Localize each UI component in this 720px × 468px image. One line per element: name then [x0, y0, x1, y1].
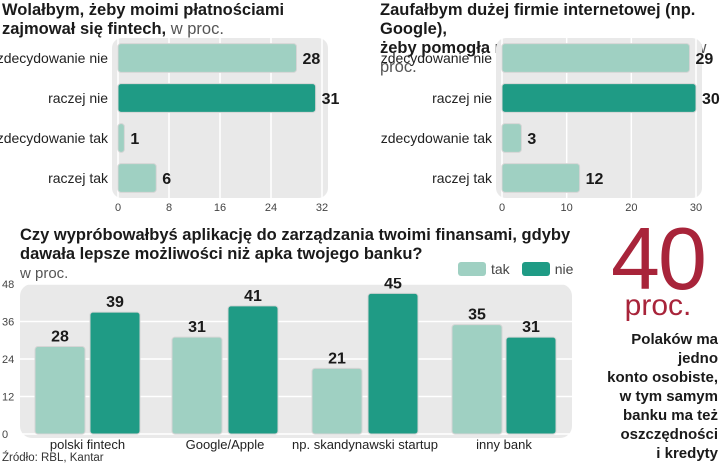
chart2-bar-3 — [501, 163, 581, 193]
chart1-title-line2: zajmował się fintech, — [2, 20, 167, 38]
chart1-value-label-3: 6 — [162, 171, 171, 188]
chart3-value-label-tak-0: 28 — [51, 329, 69, 346]
chart3-value-label-nie-0: 39 — [106, 294, 124, 311]
chart2-bar-2 — [501, 123, 522, 153]
chart3-bar-nie-0 — [89, 311, 141, 435]
stat-line4: banku ma też — [622, 407, 718, 424]
chart3-category-label-1: Google/Apple — [186, 437, 265, 452]
chart2-panel — [496, 38, 702, 198]
chart2-svg: 0 10 20 30 zdecydowanie nie 29 raczej nie 30 zde… — [381, 38, 720, 214]
chart2-tick-label-2: 20 — [625, 202, 637, 214]
chart3-value-label-nie-3: 31 — [522, 319, 540, 336]
chart1-tick-label-1: 8 — [166, 202, 172, 214]
chart2-bar-1 — [501, 83, 697, 113]
chart1-category-label-1: raczej nie — [48, 90, 108, 106]
chart1-tick-label-2: 16 — [214, 202, 226, 214]
chart2-bar-0 — [501, 43, 691, 73]
stat-unit: proc. — [624, 289, 692, 322]
stat-line6: i kredyty — [656, 445, 718, 462]
chart3-bar-nie-2 — [367, 292, 419, 435]
chart3-title-line2: dawała lepsze możliwości niż apka twojeg… — [20, 245, 423, 263]
chart1-tick-label-4: 32 — [316, 202, 328, 214]
chart3-bar-nie-3 — [505, 336, 557, 435]
chart3-bar-nie-1 — [227, 305, 279, 435]
chart3-bar-tak-1 — [171, 336, 223, 435]
chart2-tick-label-3: 30 — [690, 202, 702, 214]
chart3-value-label-tak-3: 35 — [468, 307, 486, 324]
stat-line1: Polaków ma jedno — [631, 331, 718, 367]
legend-swatch-tak — [458, 262, 486, 276]
chart2-tick-label-1: 10 — [561, 202, 573, 214]
chart3-value-label-nie-1: 41 — [244, 288, 262, 305]
chart3-unit: w proc. — [20, 265, 69, 282]
chart1-unit: w proc. — [166, 20, 224, 38]
chart2-value-label-0: 29 — [696, 51, 714, 68]
stat-number: 40 — [611, 209, 707, 308]
legend-label-nie: nie — [554, 261, 574, 277]
stat-description: Polaków ma jedno konto osobiste, w tym s… — [592, 330, 718, 463]
stat-line2: konto osobiste, — [607, 369, 718, 386]
chart1-category-label-3: raczej tak — [48, 170, 109, 186]
chart1-value-label-1: 31 — [322, 91, 340, 108]
chart1-bar-1 — [117, 83, 317, 113]
chart3-category-label-2: np. skandynawski startup — [292, 437, 438, 452]
chart2-tick-label-0: 0 — [499, 202, 505, 214]
chart1-bar-2 — [117, 123, 125, 153]
chart3-panel — [20, 284, 572, 438]
chart1-bar-0 — [117, 43, 297, 73]
chart3-tick-label-2: 24 — [2, 354, 14, 366]
chart2-category-label-3: raczej tak — [432, 170, 493, 186]
chart3-category-label-3: inny bank — [476, 437, 532, 452]
chart1-category-label-0: zdecydowanie nie — [0, 50, 108, 66]
legend-swatch-nie — [521, 262, 550, 276]
chart1-title-line1: Wolałbym, żeby moimi płatnościami — [2, 1, 285, 19]
chart3-legend: tak nie — [458, 261, 573, 277]
legend-label-tak: tak — [491, 261, 510, 277]
chart3-tick-label-0: 0 — [2, 429, 8, 441]
chart3-value-label-tak-1: 31 — [188, 319, 206, 336]
chart2-value-label-2: 3 — [527, 131, 536, 148]
chart2-title-line1: Zaufałbym dużej firmie internetowej (np.… — [380, 1, 696, 38]
chart1-tick-label-0: 0 — [115, 202, 121, 214]
chart1-category-label-2: zdecydowanie tak — [0, 130, 109, 146]
chart3-svg: 0 12 24 36 48 28 39 polski fintech 31 41 Google/Ap… — [2, 278, 572, 452]
chart3-tick-label-3: 36 — [2, 317, 14, 329]
chart3-title: Czy wypróbowałbyś aplikację do zarządzan… — [20, 226, 570, 283]
source-note: Źródło: RBL, Kantar — [2, 452, 104, 464]
chart2-value-label-3: 12 — [586, 171, 604, 188]
chart1-tick-label-3: 24 — [265, 202, 277, 214]
stat-line3: w tym samym — [619, 388, 718, 405]
chart2-category-label-2: zdecydowanie tak — [381, 130, 493, 146]
chart2-category-label-0: zdecydowanie nie — [381, 50, 493, 66]
chart3-category-label-0: polski fintech — [50, 437, 125, 452]
chart3-tick-label-1: 12 — [2, 392, 14, 404]
chart3-tick-label-4: 48 — [2, 279, 14, 291]
chart3-bar-tak-3 — [451, 324, 503, 435]
chart3-title-line1: Czy wypróbowałbyś aplikację do zarządzan… — [20, 226, 571, 244]
chart3-bar-tak-0 — [34, 346, 86, 435]
chart3-bar-tak-2 — [311, 367, 363, 435]
chart2-value-label-1: 30 — [702, 91, 720, 108]
chart1-title: Wolałbym, żeby moimi płatnościami zajmow… — [2, 1, 284, 39]
chart1-value-label-2: 1 — [130, 131, 139, 148]
chart2-category-label-1: raczej nie — [432, 90, 492, 106]
chart3-value-label-tak-2: 21 — [328, 350, 346, 367]
chart1-bar-3 — [117, 163, 157, 193]
stat-line5: oszczędności — [620, 426, 718, 443]
chart3-value-label-nie-2: 45 — [384, 278, 402, 292]
chart1-value-label-0: 28 — [303, 51, 321, 68]
